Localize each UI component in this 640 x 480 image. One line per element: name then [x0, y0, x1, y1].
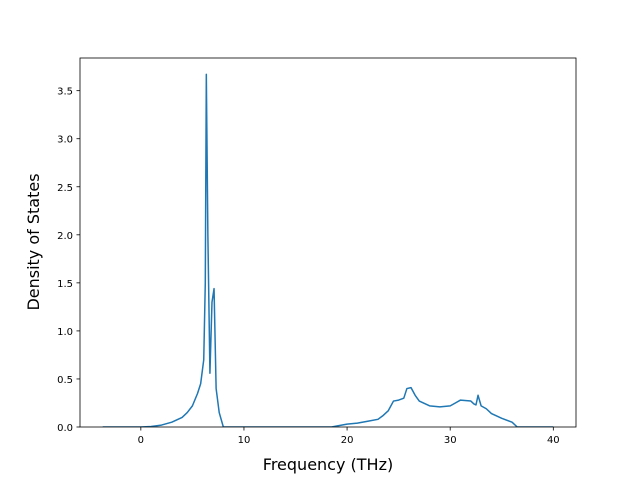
- y-tick-label: 2.0: [57, 231, 73, 242]
- x-tick-label: 10: [238, 435, 251, 446]
- y-tick-label: 3.0: [57, 135, 73, 146]
- y-tick-label: 0.0: [57, 423, 73, 434]
- x-tick-label: 40: [547, 435, 560, 446]
- y-tick-label: 1.5: [57, 279, 73, 290]
- x-axis-label: Frequency (THz): [263, 455, 393, 474]
- x-tick-label: 0: [138, 435, 144, 446]
- y-axis-label: Density of States: [24, 173, 43, 310]
- y-tick-label: 1.0: [57, 327, 73, 338]
- line: [102, 73, 554, 427]
- x-tick-label: 30: [444, 435, 457, 446]
- y-tick-label: 3.5: [57, 87, 73, 98]
- x-tick-label: 20: [341, 435, 354, 446]
- y-tick-label: 2.5: [57, 183, 73, 194]
- axes-frame: [79, 57, 577, 428]
- y-tick-label: 0.5: [57, 375, 73, 386]
